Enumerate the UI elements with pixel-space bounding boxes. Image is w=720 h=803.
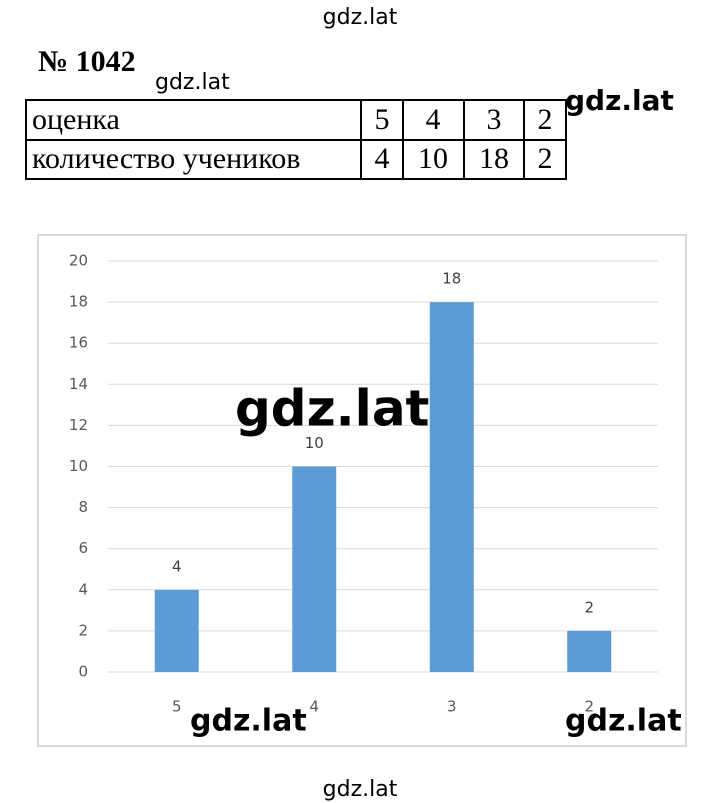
bar (292, 466, 337, 672)
y-tick-label: 10 (69, 457, 88, 475)
y-tick-label: 12 (69, 416, 88, 434)
watermark: gdz.lat (565, 704, 682, 739)
bar (429, 302, 474, 672)
table-cell: 5 (375, 103, 390, 136)
watermark: gdz.lat (190, 704, 307, 739)
y-tick-label: 6 (78, 539, 88, 557)
y-tick-label: 4 (78, 580, 88, 598)
table-cell: количество учеников (32, 142, 300, 175)
data-label: 10 (305, 434, 324, 452)
y-tick-label: 16 (69, 334, 88, 352)
y-tick-label: 18 (69, 293, 88, 311)
table-cell: оценка (32, 103, 120, 136)
bar (154, 589, 199, 672)
x-tick-label: 2 (584, 698, 594, 716)
y-tick-label: 14 (69, 375, 88, 393)
problem-number: № 1042 (38, 45, 136, 78)
table-cell: 10 (418, 142, 448, 175)
x-tick-label: 4 (309, 698, 319, 716)
data-label: 4 (172, 557, 182, 575)
table-cell: 4 (426, 103, 441, 136)
y-tick-label: 20 (69, 252, 88, 270)
watermark: gdz.lat (323, 777, 398, 802)
table-cell: 18 (479, 142, 509, 175)
watermark: gdz.lat (565, 84, 674, 117)
table-cell: 2 (538, 103, 553, 136)
watermark: gdz.lat (155, 70, 230, 95)
watermark: gdz.lat (235, 380, 429, 438)
chart-frame (37, 234, 687, 747)
x-tick-label: 3 (447, 698, 457, 716)
data-label: 2 (584, 598, 594, 616)
y-tick-label: 0 (78, 663, 88, 681)
watermark: gdz.lat (323, 5, 398, 30)
bar (567, 630, 612, 672)
table-cell: 3 (487, 103, 502, 136)
table-cell: 2 (538, 142, 553, 175)
table (25, 99, 567, 180)
table-cell: 4 (375, 142, 390, 175)
y-tick-label: 8 (78, 498, 88, 516)
data-label: 18 (442, 270, 461, 288)
y-tick-label: 2 (78, 621, 88, 639)
x-tick-label: 5 (172, 698, 182, 716)
